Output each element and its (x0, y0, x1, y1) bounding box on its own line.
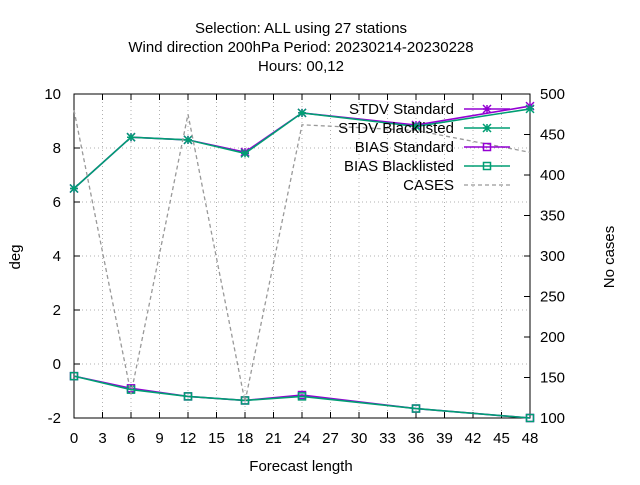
series-point-1 (297, 108, 307, 118)
series-point-3 (297, 392, 307, 401)
x-tick-label: 12 (180, 430, 197, 447)
y2-tick-label: 300 (540, 248, 565, 265)
x-tick-label: 0 (70, 430, 78, 447)
x-tick-label: 39 (436, 430, 453, 447)
y2-tick-label: 500 (540, 86, 565, 103)
y2-tick-label: 150 (540, 370, 565, 387)
y2-tick-label: 350 (540, 208, 565, 225)
x-tick-label: 3 (98, 430, 106, 447)
series-point-1 (525, 104, 535, 114)
series-point-3 (240, 396, 250, 405)
series-point-1 (183, 135, 193, 145)
legend-label-3: BIAS Blacklisted (344, 158, 454, 175)
legend-marker-1 (482, 123, 492, 133)
y2-axis-label: No cases (601, 226, 618, 289)
series-point-3 (69, 371, 79, 381)
y2-tick-label: 200 (540, 329, 565, 346)
x-tick-label: 48 (522, 430, 539, 447)
legend-label-0: STDV Standard (349, 101, 454, 118)
x-tick-label: 21 (265, 430, 282, 447)
y2-tick-label: 400 (540, 167, 565, 184)
series-point-3 (525, 413, 535, 423)
legend-label-2: BIAS Standard (355, 139, 454, 156)
y-tick-label: 6 (53, 194, 61, 211)
legend-marker-0 (482, 104, 492, 114)
x-tick-label: 45 (493, 430, 510, 447)
x-tick-label: 33 (379, 430, 396, 447)
x-tick-label: 30 (351, 430, 368, 447)
x-tick-label: 15 (208, 430, 225, 447)
x-tick-label: 6 (127, 430, 135, 447)
grid (74, 94, 530, 418)
x-tick-label: 42 (465, 430, 482, 447)
y-tick-label: 0 (53, 356, 61, 373)
legend-marker-2 (482, 142, 492, 152)
legend-marker-3 (482, 161, 492, 171)
series-point-1 (240, 148, 250, 158)
legend: STDV Standard STDV Blacklisted BIAS Standa… (338, 101, 510, 194)
y2-tick-label: 250 (540, 289, 565, 306)
x-tick-label: 36 (408, 430, 425, 447)
series-layer (69, 101, 535, 423)
x-tick-label: 24 (294, 430, 311, 447)
axes: 0 3 6 9 12 15 18 21 24 27 30 33 36 39 42 45 48-202468101… (44, 86, 565, 447)
series-point-3 (411, 404, 421, 413)
chart-title-line-2: Wind direction 200hPa Period: 20230214-2… (128, 39, 473, 56)
x-tick-label: 27 (322, 430, 339, 447)
series-point-1 (411, 121, 421, 131)
series-point-1 (69, 183, 79, 194)
y-axis-label: deg (7, 244, 24, 269)
legend-label-1: STDV Blacklisted (338, 120, 454, 137)
x-tick-label: 18 (237, 430, 254, 447)
chart-title-line-1: Selection: ALL using 27 stations (195, 20, 407, 37)
y-tick-label: -2 (48, 410, 61, 427)
y-tick-label: 8 (53, 140, 61, 157)
y2-tick-label: 450 (540, 127, 565, 144)
y-tick-label: 2 (53, 302, 61, 319)
y-tick-label: 4 (53, 248, 61, 265)
y-tick-label: 10 (44, 86, 61, 103)
series-point-1 (126, 132, 136, 142)
series-point-3 (183, 392, 193, 401)
chart-title-line-3: Hours: 00,12 (258, 58, 344, 75)
legend-label-4: CASES (403, 177, 454, 194)
series-line-4 (73, 110, 531, 402)
x-axis-label: Forecast length (249, 458, 352, 475)
x-tick-label: 9 (155, 430, 163, 447)
y2-tick-label: 100 (540, 410, 565, 427)
